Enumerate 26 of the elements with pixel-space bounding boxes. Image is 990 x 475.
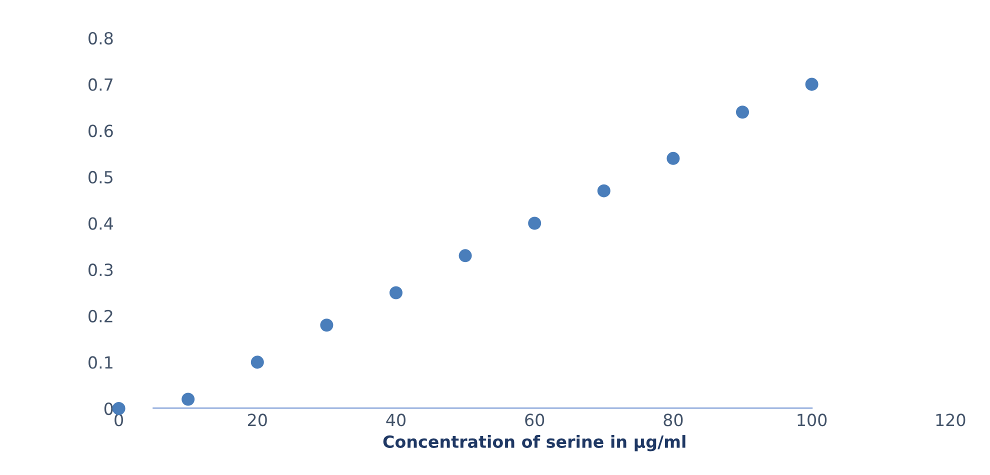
- x-tick-label: 40: [386, 414, 406, 426]
- y-tick-label: 0.1: [88, 356, 112, 369]
- point: [528, 216, 542, 230]
- x-tick-label: 80: [664, 414, 683, 426]
- point: [736, 106, 750, 119]
- y-tick-label: 0.3: [88, 264, 113, 276]
- point: [389, 286, 403, 300]
- point: [320, 318, 334, 332]
- x-tick-label: 120: [936, 414, 966, 426]
- y-tick-label: 0.2: [88, 310, 112, 322]
- x-axis-title: Concentration of serine in µg/ml: [383, 435, 686, 452]
- y-tick-label: 0.8: [88, 32, 113, 45]
- point: [250, 356, 264, 369]
- point: [182, 392, 195, 406]
- y-tick-label: 0.5: [88, 170, 112, 184]
- y-tick-label: 0.4: [88, 217, 114, 230]
- x-tick-label: 100: [798, 414, 827, 426]
- point: [666, 152, 680, 165]
- x-tick-label: 60: [525, 414, 544, 426]
- point: [805, 78, 818, 91]
- y-tick-label: 0.7: [88, 78, 113, 91]
- point: [597, 184, 610, 198]
- x-tick-label: 20: [248, 414, 267, 426]
- point: [458, 249, 472, 262]
- y-tick-label: 0: [104, 402, 113, 416]
- y-tick-label: 0.6: [88, 124, 113, 138]
